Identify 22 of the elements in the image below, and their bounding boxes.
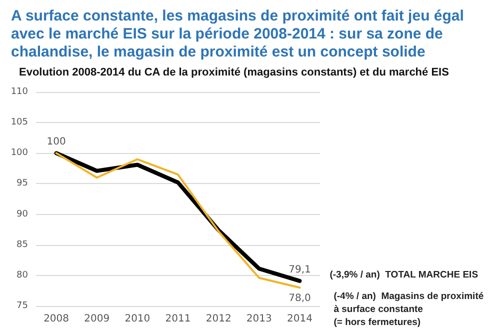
- y-tick-label: 90: [16, 209, 28, 220]
- x-tick-label: 2013: [246, 314, 272, 324]
- data-label: 100: [46, 136, 66, 148]
- y-tick-label: 95: [16, 178, 28, 189]
- x-tick-label: 2014: [286, 314, 312, 324]
- x-tick-label: 2009: [84, 314, 110, 324]
- data-label: 79,1: [288, 264, 311, 276]
- y-tick-label: 110: [10, 87, 28, 97]
- y-tick-label: 80: [16, 270, 28, 280]
- y-tick-label: 105: [10, 118, 28, 128]
- y-tick-label: 75: [16, 301, 28, 311]
- x-tick-label: 2012: [206, 314, 232, 324]
- x-tick-label: 2010: [124, 314, 150, 324]
- text: (-3,9% / an) TOTAL MARCHE EIS: [330, 269, 478, 280]
- chart-subtitle: Evolution 2008-2014 du CA de la proximité (magasins constants) et du marché EIS: [19, 66, 449, 78]
- text: (-4% / an) Magasins de proximité à surface constante (= hors fermetures): [334, 291, 484, 328]
- data-label: 78,0: [288, 293, 311, 304]
- x-tick-label: 2011: [165, 314, 191, 324]
- y-tick-label: 100: [10, 148, 28, 158]
- x-tick-label: 2008: [44, 314, 70, 324]
- y-tick-label: 85: [16, 240, 28, 250]
- chart-title: A surface constante, les magasins de proximité ont fait jeu égal avec le marché EIS sur la période 2008-2014 : sur sa zone de chalandise, le magasin de proximité est un concept solide: [11, 8, 468, 60]
